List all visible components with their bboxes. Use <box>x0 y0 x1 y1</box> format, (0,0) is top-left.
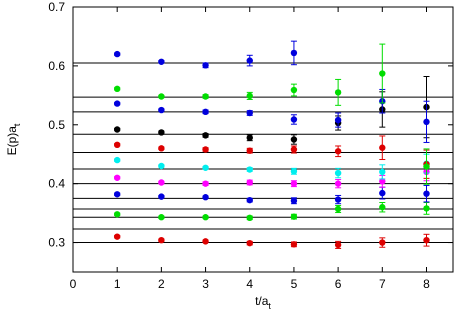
data-point <box>334 205 342 213</box>
data-point <box>290 86 298 94</box>
data-point <box>113 156 121 164</box>
data-point <box>334 180 342 187</box>
data-point <box>290 116 298 123</box>
plot-frame <box>72 6 454 273</box>
data-point <box>246 57 253 64</box>
data-point <box>202 194 209 201</box>
x-tick-label: 8 <box>423 277 430 291</box>
data-point <box>334 241 342 249</box>
series <box>113 184 430 205</box>
data-points <box>113 40 430 249</box>
series <box>113 40 298 69</box>
x-axis-label: t/at <box>255 294 271 311</box>
data-point <box>423 205 430 212</box>
data-point <box>290 241 298 248</box>
data-point <box>290 49 298 57</box>
data-point <box>113 85 121 93</box>
x-tick-label: 4 <box>246 277 253 291</box>
data-point <box>158 214 165 221</box>
data-point <box>246 109 253 117</box>
data-point <box>158 58 165 65</box>
data-point <box>202 164 209 171</box>
y-tick-label: 0.5 <box>48 118 65 132</box>
data-point <box>202 62 209 69</box>
data-point <box>202 132 209 139</box>
x-tick-label: 7 <box>379 277 386 291</box>
data-point <box>158 145 165 152</box>
data-point <box>379 189 386 197</box>
data-point <box>246 179 253 186</box>
data-point <box>334 148 342 155</box>
data-point <box>158 93 165 100</box>
data-point <box>334 196 342 203</box>
x-tick-label: 0 <box>70 277 77 291</box>
data-point <box>246 147 253 154</box>
data-point <box>423 237 430 244</box>
data-point <box>290 136 298 143</box>
data-point <box>423 190 430 197</box>
y-tick-label: 0.7 <box>48 0 65 14</box>
data-point <box>246 92 253 100</box>
data-point <box>290 197 298 204</box>
y-tick-label: 0.4 <box>48 177 65 191</box>
series <box>113 202 430 222</box>
data-point <box>113 174 121 181</box>
data-point <box>423 118 430 126</box>
reference-lines <box>73 62 453 244</box>
data-point <box>113 50 121 58</box>
data-point <box>113 100 121 107</box>
series <box>113 135 430 179</box>
data-point <box>379 70 386 77</box>
data-point <box>334 116 342 124</box>
data-point <box>158 106 165 114</box>
y-tick-label: 0.6 <box>48 59 65 73</box>
data-point <box>246 239 253 247</box>
data-point <box>290 180 298 187</box>
data-point <box>113 211 121 218</box>
data-point <box>158 179 165 186</box>
data-point <box>202 214 209 221</box>
x-tick-label: 3 <box>202 277 209 291</box>
data-point <box>246 134 253 141</box>
data-point <box>113 191 121 198</box>
x-tick-label: 5 <box>291 277 298 291</box>
data-point <box>202 93 209 100</box>
data-point <box>379 239 386 246</box>
y-axis-label: E(p)at <box>5 123 22 155</box>
series <box>113 233 430 249</box>
data-point <box>246 166 253 173</box>
data-point <box>158 237 165 244</box>
x-tick-label: 6 <box>335 277 342 291</box>
data-point <box>202 108 209 116</box>
data-point <box>202 238 209 245</box>
series <box>113 43 430 185</box>
data-point <box>158 129 165 136</box>
y-tick-label: 0.3 <box>48 236 65 250</box>
data-point <box>246 196 253 204</box>
data-point <box>423 163 430 170</box>
data-point <box>290 146 298 153</box>
data-point <box>113 141 121 148</box>
data-point <box>158 193 165 200</box>
data-point <box>379 178 386 185</box>
data-point <box>379 168 386 176</box>
data-point <box>202 146 209 153</box>
data-point <box>334 89 342 96</box>
data-point <box>379 204 386 211</box>
x-tick-label: 1 <box>114 277 121 291</box>
data-point <box>202 180 209 187</box>
data-point <box>290 168 298 175</box>
data-point <box>113 233 121 240</box>
data-point <box>334 169 342 177</box>
data-point <box>113 126 121 133</box>
data-point <box>158 162 165 170</box>
x-tick-label: 2 <box>158 277 165 291</box>
series <box>113 162 430 189</box>
data-point <box>246 214 253 222</box>
axis-ticks: 0 1 2 3 4 5 6 7 8 0.3 0.4 0.5 0.6 0.7 <box>48 0 453 291</box>
data-point <box>379 144 386 151</box>
data-point <box>290 213 298 220</box>
